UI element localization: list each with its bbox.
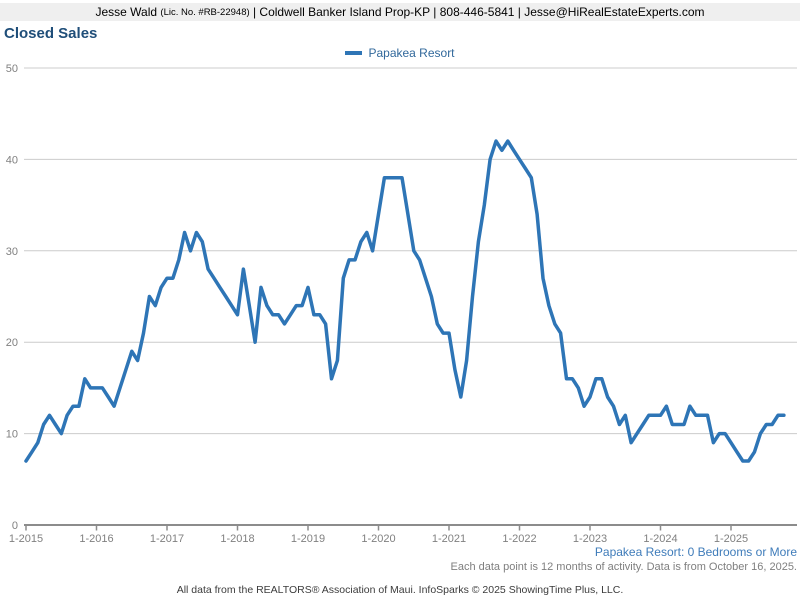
legend-label: Papakea Resort [368,46,455,60]
series-filter-note: Papakea Resort: 0 Bedrooms or More [594,545,797,559]
x-axis-label: 1-2019 [291,533,325,545]
agent-license: (Lic. No. #RB-22948) [160,6,250,18]
x-axis-label: 1-2020 [361,533,395,545]
y-axis-label: 10 [6,429,18,441]
agent-contact: | Coldwell Banker Island Prop-KP | 808-4… [249,5,705,19]
x-axis-label: 1-2023 [573,533,607,545]
x-axis-label: 1-2018 [220,533,254,545]
x-axis-label: 1-2024 [643,533,677,545]
y-axis-label: 50 [6,63,18,75]
x-axis-label: 1-2015 [9,533,43,545]
data-period-note: Each data point is 12 months of activity… [450,561,797,573]
x-axis-label: 1-2016 [79,533,113,545]
agent-name: Jesse Wald [95,5,161,19]
legend-swatch [345,51,363,55]
y-axis-label: 0 [12,520,18,532]
attribution-footer: All data from the REALTORS® Association … [176,584,624,596]
page-title: Closed Sales [4,25,98,42]
y-axis-label: 20 [6,337,18,349]
x-axis-label: 1-2021 [432,533,466,545]
y-axis-label: 30 [6,246,18,258]
x-axis-label: 1-2022 [502,533,536,545]
chart-legend: Papakea Resort [0,46,800,60]
agent-header-bar: Jesse Wald (Lic. No. #RB-22948) | Coldwe… [0,3,800,21]
x-axis-label: 1-2025 [714,533,748,545]
y-axis-label: 40 [6,154,18,166]
x-axis-label: 1-2017 [150,533,184,545]
series-line-papakea-resort [24,139,786,463]
